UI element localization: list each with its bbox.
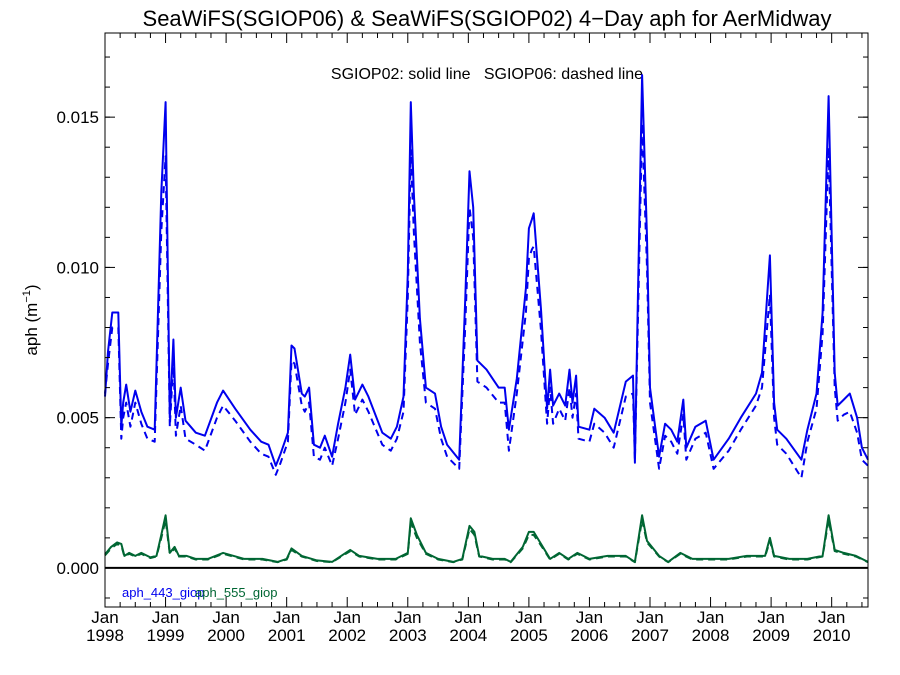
x-tick-label-year: 2004 (449, 626, 487, 645)
legend-entry-aph-555-giop: aph_555_giop (195, 585, 277, 600)
y-axis-label: aph (m−1) (21, 284, 41, 355)
x-tick-label-year: 2005 (510, 626, 548, 645)
y-tick-label: 0.010 (56, 258, 99, 277)
x-tick-label-year: 2006 (571, 626, 609, 645)
x-tick-label-month: Jan (818, 608, 845, 627)
x-tick-label-month: Jan (273, 608, 300, 627)
x-tick-label-month: Jan (636, 608, 663, 627)
x-tick-label-year: 2003 (389, 626, 427, 645)
x-tick-label-month: Jan (455, 608, 482, 627)
axis-ticks: 0.0000.0050.0100.015Jan1998Jan1999Jan200… (56, 33, 868, 645)
y-axis-label-main: aph (m (22, 303, 41, 356)
series-line-aph-555-giop-dashed (104, 518, 869, 564)
y-tick-label: 0.015 (56, 108, 99, 127)
y-tick-label: 0.005 (56, 409, 99, 428)
x-tick-label-year: 2000 (207, 626, 245, 645)
x-tick-label-year: 2001 (268, 626, 306, 645)
x-tick-label-year: 2002 (328, 626, 366, 645)
x-tick-label-month: Jan (394, 608, 421, 627)
x-tick-label-year: 2010 (813, 626, 851, 645)
line-style-annotation: SGIOP02: solid line SGIOP06: dashed line (331, 66, 643, 83)
x-tick-label-month: Jan (334, 608, 361, 627)
series-line-aph-443-giop-solid (104, 74, 869, 467)
x-tick-label-month: Jan (757, 608, 784, 627)
x-tick-label-month: Jan (152, 608, 179, 627)
x-tick-label-month: Jan (91, 608, 118, 627)
plot-area (104, 74, 869, 569)
plot-frame (104, 32, 869, 608)
x-tick-label-month: Jan (515, 608, 542, 627)
chart-title: SeaWiFS(SGIOP06) & SeaWiFS(SGIOP02) 4−Da… (143, 6, 832, 31)
x-tick-label-month: Jan (697, 608, 724, 627)
x-tick-label-year: 1999 (147, 626, 185, 645)
x-tick-label-year: 2007 (631, 626, 669, 645)
x-tick-label-month: Jan (576, 608, 603, 627)
y-tick-label: 0.000 (56, 559, 99, 578)
x-tick-label-year: 1998 (86, 626, 124, 645)
y-axis-label-close: ) (22, 284, 41, 290)
legend-entry-aph-443-giop: aph_443_giop (122, 585, 204, 600)
x-tick-label-year: 2009 (752, 626, 790, 645)
y-axis-label-superscript: −1 (21, 290, 33, 303)
x-tick-label-month: Jan (212, 608, 239, 627)
x-tick-label-year: 2008 (692, 626, 730, 645)
series-line-aph-443-giop-dashed (104, 122, 869, 479)
